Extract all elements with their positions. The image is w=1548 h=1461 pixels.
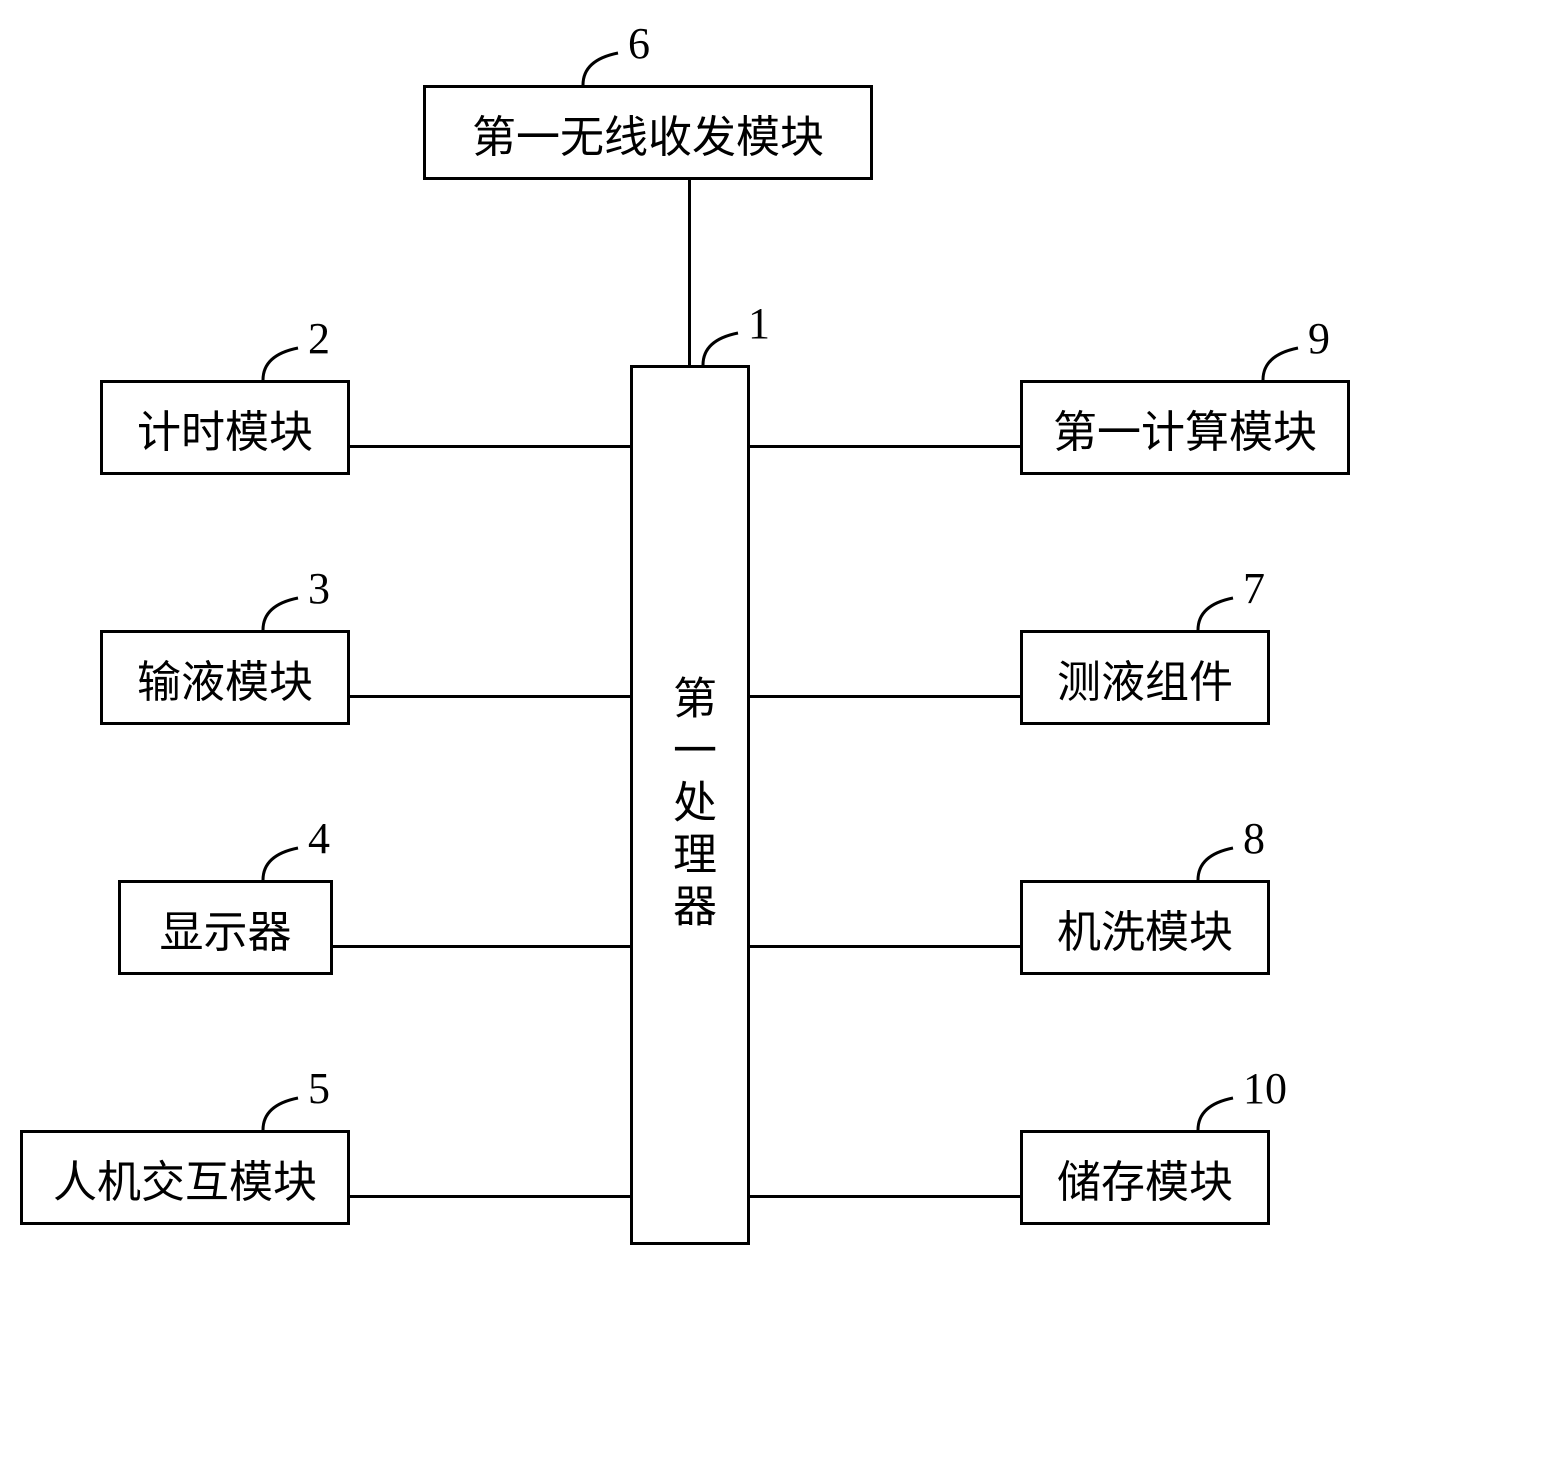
infusion-module-label: 输液模块 (137, 646, 313, 710)
wireless-module-label: 第一无线收发模块 (472, 101, 824, 165)
ref-hook-3 (260, 595, 302, 633)
ref-hook-1 (700, 330, 742, 368)
connector-top (688, 180, 691, 365)
timing-module-label: 计时模块 (137, 396, 313, 460)
display-label: 显示器 (160, 896, 292, 960)
block-diagram: 第一处理器 1 第一无线收发模块 6 计时模块 2 输液模块 3 显示器 4 人… (0, 0, 1548, 1461)
hmi-module-box: 人机交互模块 (20, 1130, 350, 1225)
central-processor-box: 第一处理器 (630, 365, 750, 1245)
calc-module-box: 第一计算模块 (1020, 380, 1350, 475)
ref-number-3: 3 (308, 563, 330, 614)
wireless-module-box: 第一无线收发模块 (423, 85, 873, 180)
connector-7 (750, 695, 1020, 698)
display-box: 显示器 (118, 880, 333, 975)
liquid-test-label: 测液组件 (1057, 646, 1233, 710)
ref-hook-8 (1195, 845, 1237, 883)
connector-4 (333, 945, 630, 948)
ref-hook-4 (260, 845, 302, 883)
ref-hook-6 (580, 50, 622, 88)
storage-module-label: 储存模块 (1057, 1146, 1233, 1210)
ref-number-6: 6 (628, 18, 650, 69)
timing-module-box: 计时模块 (100, 380, 350, 475)
calc-module-label: 第一计算模块 (1053, 396, 1317, 460)
ref-number-5: 5 (308, 1063, 330, 1114)
ref-number-4: 4 (308, 813, 330, 864)
storage-module-box: 储存模块 (1020, 1130, 1270, 1225)
connector-8 (750, 945, 1020, 948)
ref-hook-7 (1195, 595, 1237, 633)
liquid-test-box: 测液组件 (1020, 630, 1270, 725)
hmi-module-label: 人机交互模块 (53, 1146, 317, 1210)
connector-5 (350, 1195, 630, 1198)
ref-number-2: 2 (308, 313, 330, 364)
central-processor-label: 第一处理器 (658, 675, 722, 935)
infusion-module-box: 输液模块 (100, 630, 350, 725)
ref-hook-5 (260, 1095, 302, 1133)
machine-wash-label: 机洗模块 (1057, 896, 1233, 960)
connector-9 (750, 445, 1020, 448)
connector-3 (350, 695, 630, 698)
machine-wash-box: 机洗模块 (1020, 880, 1270, 975)
ref-hook-10 (1195, 1095, 1237, 1133)
ref-hook-9 (1260, 345, 1302, 383)
connector-10 (750, 1195, 1020, 1198)
ref-hook-2 (260, 345, 302, 383)
ref-number-10: 10 (1243, 1063, 1287, 1114)
connector-2 (350, 445, 630, 448)
ref-number-8: 8 (1243, 813, 1265, 864)
ref-number-7: 7 (1243, 563, 1265, 614)
ref-number-1: 1 (748, 298, 770, 349)
ref-number-9: 9 (1308, 313, 1330, 364)
